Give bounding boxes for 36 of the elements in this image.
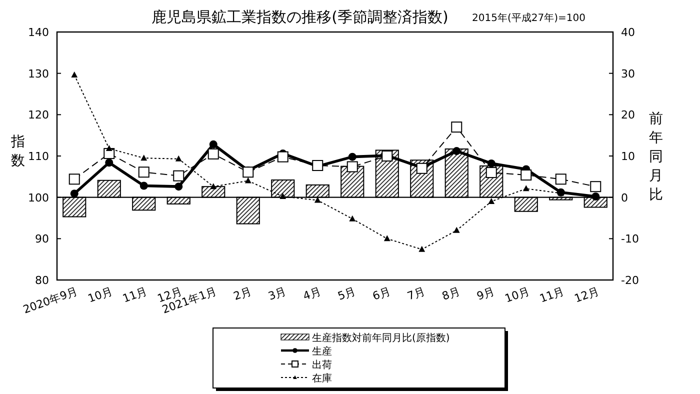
x-tick-label: 3月 <box>266 284 288 303</box>
legend-label: 出荷 <box>312 359 332 371</box>
y2-tick-label: -10 <box>621 232 639 246</box>
x-tick-label: 4月 <box>301 284 323 303</box>
x-tick-label: 11月 <box>120 284 149 306</box>
y-tick-label: 90 <box>35 232 49 246</box>
x-tick-label: 10月 <box>86 284 114 306</box>
y-tick-label: 130 <box>28 67 49 80</box>
chart-title: 鹿児島県鉱工業指数の推移(季節調整済指数) <box>152 8 448 26</box>
y-tick-label: 110 <box>28 150 49 163</box>
y-tick-label: 80 <box>35 274 49 287</box>
legend-label: 生産 <box>312 346 332 358</box>
x-tick-label: 12月 <box>572 284 601 306</box>
x-tick-label: 10月 <box>503 284 532 306</box>
x-tick-label: 2月 <box>232 284 254 303</box>
x-tick-label: 9月 <box>475 284 496 303</box>
y-tick-label: 100 <box>28 191 49 204</box>
y2-tick-label: 10 <box>621 150 635 163</box>
y-axis-title: 指数 <box>10 134 25 169</box>
legend-label: 生産指数対前年同月比(原指数) <box>312 332 450 344</box>
y2-tick-label: 40 <box>621 26 635 39</box>
y2-axis-title: 前年同月比 <box>649 111 663 203</box>
y2-tick-label: 30 <box>621 67 635 80</box>
x-tick-label: 2020年9月 <box>21 284 80 316</box>
x-tick-label: 8月 <box>440 284 462 303</box>
y2-tick-label: -20 <box>621 274 639 287</box>
x-tick-label: 5月 <box>336 284 358 303</box>
y2-tick-label: 0 <box>621 191 628 204</box>
y2-tick-label: 20 <box>621 108 635 122</box>
x-tick-label: 11月 <box>538 284 566 306</box>
chart-subtitle: 2015年(平成27年)=100 <box>472 12 586 24</box>
y-tick-label: 140 <box>28 26 49 39</box>
x-tick-label: 7月 <box>406 284 427 303</box>
y-tick-label: 120 <box>28 108 49 122</box>
legend-label: 在庫 <box>312 372 332 384</box>
x-tick-label: 6月 <box>370 284 392 303</box>
